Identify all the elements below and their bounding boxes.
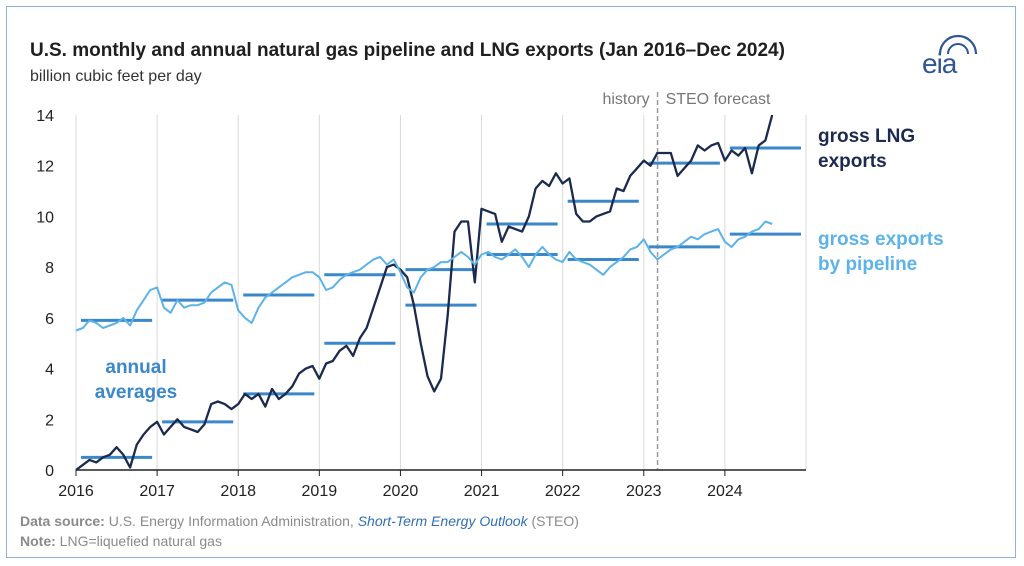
axis-layer: 2016 2017 2018 2019 2020 2021 2022 2023 2024 0 2 4 6… <box>36 108 806 500</box>
y-tick-label-14: 14 <box>36 108 54 125</box>
period-label-history: history <box>602 91 649 108</box>
source-link[interactable]: Short-Term Energy Outlook <box>357 513 528 529</box>
source-label: Data source: <box>20 513 105 529</box>
series-label-pipeline-0: gross exports <box>818 229 944 250</box>
x-tick-label-2022: 2022 <box>545 483 581 500</box>
period-label-forecast: STEO forecast <box>666 91 771 108</box>
annual-averages-label-0: annual <box>105 357 166 378</box>
label-layer: history STEO forecast annual averages gross … <box>95 91 944 403</box>
annual-averages-label-1: averages <box>95 382 177 403</box>
footer-source: Data source: U.S. Energy Information Adm… <box>20 513 579 529</box>
x-tick-label-2017: 2017 <box>139 483 175 500</box>
x-tick-label-2024: 2024 <box>707 483 743 500</box>
series-line-pipeline <box>75 220 773 332</box>
x-tick-label-2018: 2018 <box>220 483 256 500</box>
y-tick-label-12: 12 <box>36 159 54 176</box>
y-tick-label-0: 0 <box>45 463 54 480</box>
chart-subtitle: billion cubic feet per day <box>30 68 202 85</box>
source-text: U.S. Energy Information Administration, <box>108 513 354 529</box>
x-tick-label-2021: 2021 <box>464 483 500 500</box>
x-tick-label-2020: 2020 <box>383 483 419 500</box>
series-label-lng-0: gross LNG <box>818 126 915 147</box>
series-line-lng <box>75 114 774 471</box>
chart-title: U.S. monthly and annual natural gas pipe… <box>30 40 785 61</box>
source-suffix: (STEO) <box>531 513 579 529</box>
series-label-pipeline-1: by pipeline <box>818 254 917 275</box>
logo-text: eia <box>922 48 957 79</box>
x-tick-label-2019: 2019 <box>302 483 338 500</box>
series-layer <box>75 114 774 471</box>
y-tick-label-8: 8 <box>45 260 54 277</box>
chart-frame <box>6 6 1016 558</box>
y-tick-label-6: 6 <box>45 311 54 328</box>
y-tick-label-2: 2 <box>45 412 54 429</box>
eia-logo: eia <box>918 34 978 80</box>
logo-arc-icon <box>938 34 978 55</box>
x-tick-label-2016: 2016 <box>58 483 94 500</box>
x-tick-label-2023: 2023 <box>626 483 662 500</box>
note-text: LNG=liquefied natural gas <box>59 533 222 549</box>
annual-averages-layer <box>81 146 801 459</box>
footer-note: Note: LNG=liquefied natural gas <box>20 533 222 549</box>
y-tick-label-4: 4 <box>45 362 54 379</box>
series-label-lng-1: exports <box>818 151 887 172</box>
note-label: Note: <box>20 533 56 549</box>
y-tick-label-10: 10 <box>36 209 54 226</box>
grid-layer <box>75 92 807 470</box>
